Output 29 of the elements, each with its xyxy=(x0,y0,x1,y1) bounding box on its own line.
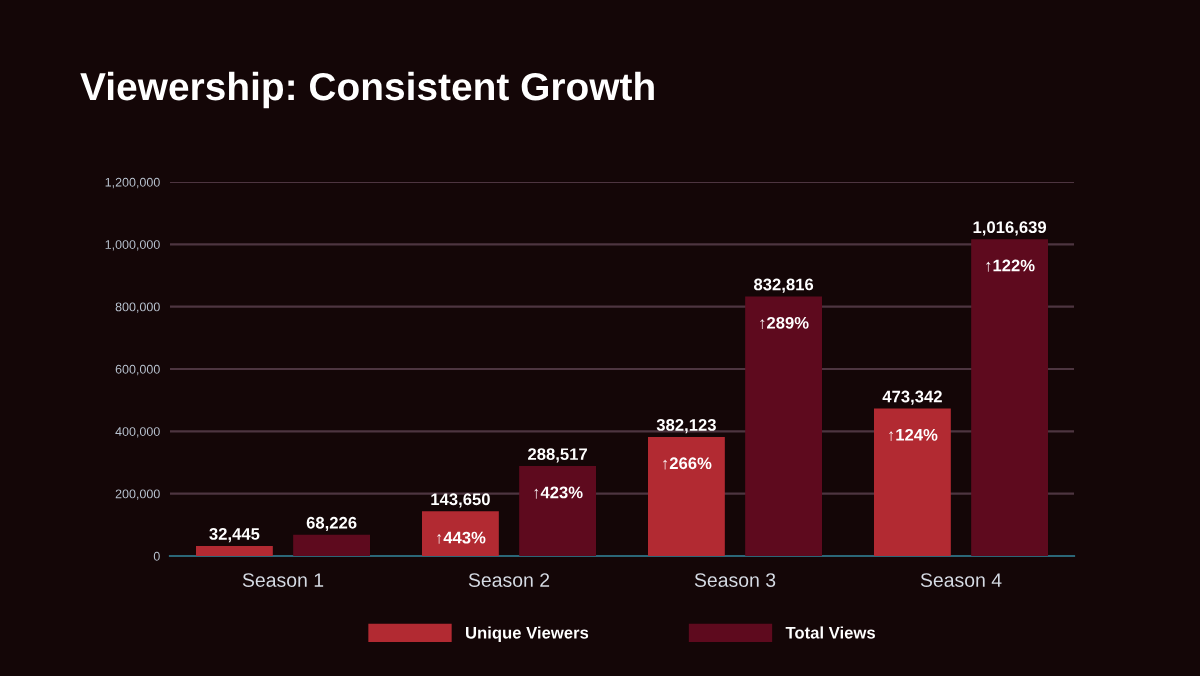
data-label: 832,816 xyxy=(754,278,814,293)
x-tick-label: Season 1 xyxy=(242,573,324,587)
legend-label: Unique Viewers xyxy=(466,626,589,642)
data-label: 32,445 xyxy=(209,528,260,543)
annotation: ↑423% xyxy=(534,486,583,499)
bar xyxy=(647,436,725,556)
x-tick-label: Season 2 xyxy=(468,573,550,587)
data-label: 288,517 xyxy=(528,448,587,463)
annotation: ↑443% xyxy=(437,531,486,544)
bar xyxy=(421,511,499,556)
data-label: 143,650 xyxy=(431,493,490,508)
bar xyxy=(971,239,1049,556)
chart-title: Viewership: Consistent Growth xyxy=(80,71,654,109)
annotation: ↑289% xyxy=(760,316,809,330)
annotation: ↑124% xyxy=(889,428,938,442)
x-tick-label: Season 3 xyxy=(694,573,776,587)
data-label: 68,226 xyxy=(306,516,357,532)
bar xyxy=(745,296,823,556)
x-tick-label: Season 4 xyxy=(920,573,1002,587)
legend-label: Total Views xyxy=(785,626,875,639)
data-label: 473,342 xyxy=(882,390,942,405)
data-label: 382,123 xyxy=(656,419,716,434)
bar xyxy=(519,466,597,556)
bar xyxy=(873,408,951,556)
annotation: ↑266% xyxy=(663,457,712,470)
bar xyxy=(293,534,371,556)
bar xyxy=(195,545,273,556)
annotation: ↑122% xyxy=(986,259,1035,272)
data-label: 1,016,639 xyxy=(973,221,1047,236)
